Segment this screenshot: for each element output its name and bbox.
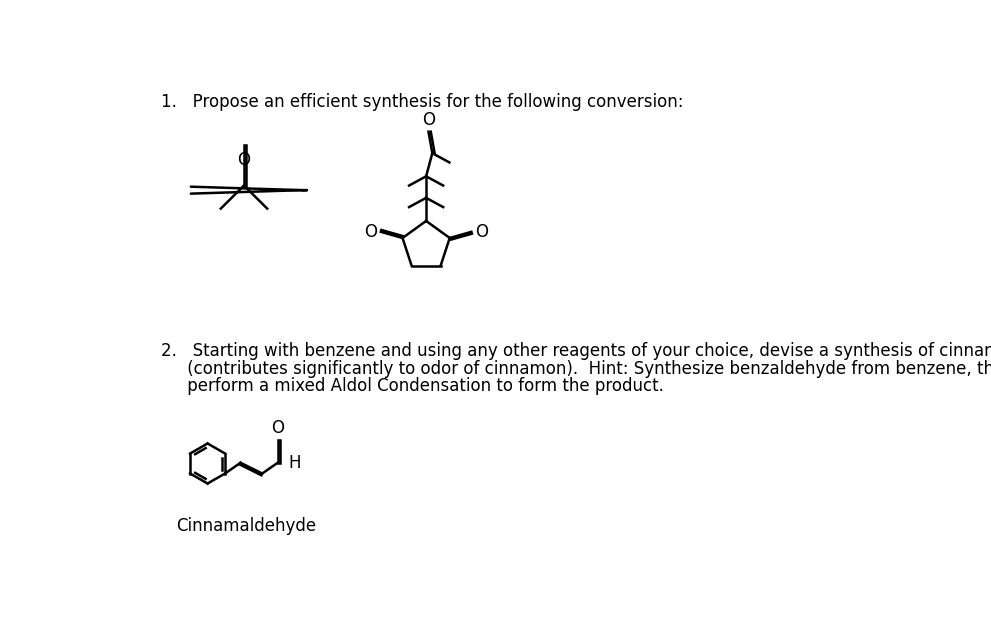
Text: O: O — [364, 223, 377, 241]
Text: 2.   Starting with benzene and using any other reagents of your choice, devise a: 2. Starting with benzene and using any o… — [162, 342, 991, 360]
Text: H: H — [288, 454, 301, 472]
Text: O: O — [238, 151, 251, 169]
Text: 1.   Propose an efficient synthesis for the following conversion:: 1. Propose an efficient synthesis for th… — [162, 93, 684, 111]
Text: Cinnamaldehyde: Cinnamaldehyde — [176, 518, 317, 535]
Text: O: O — [272, 419, 284, 438]
Text: perform a mixed Aldol Condensation to form the product.: perform a mixed Aldol Condensation to fo… — [162, 377, 664, 395]
Text: O: O — [422, 111, 435, 130]
Text: O: O — [476, 223, 489, 241]
Text: (contributes significantly to odor of cinnamon).  Hint: Synthesize benzaldehyde : (contributes significantly to odor of ci… — [162, 359, 991, 378]
